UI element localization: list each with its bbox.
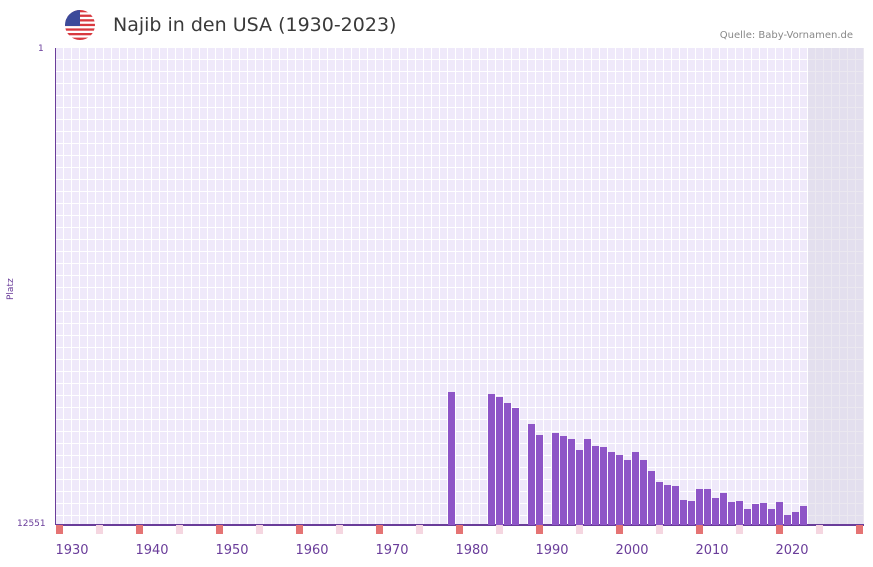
year-marker xyxy=(376,525,383,534)
bar-1979[interactable] xyxy=(448,392,455,525)
x-tick-label: 1930 xyxy=(55,543,89,558)
bar-1999[interactable] xyxy=(608,451,615,525)
bar-2018[interactable] xyxy=(760,502,767,525)
x-tick-label: 1970 xyxy=(375,543,409,558)
bar-1984[interactable] xyxy=(488,394,495,525)
bar-2020[interactable] xyxy=(776,501,783,525)
year-marker xyxy=(416,525,423,534)
bar-2021[interactable] xyxy=(784,515,791,525)
bar-2019[interactable] xyxy=(768,508,775,525)
year-marker xyxy=(816,525,823,534)
year-marker xyxy=(56,525,63,534)
bar-1986[interactable] xyxy=(504,402,511,525)
year-marker xyxy=(296,525,303,534)
year-marker xyxy=(136,525,143,534)
bar-2022[interactable] xyxy=(792,511,799,525)
year-marker xyxy=(456,525,463,534)
year-marker xyxy=(696,525,703,534)
bar-2005[interactable] xyxy=(656,481,663,525)
bar-1985[interactable] xyxy=(496,397,503,525)
year-marker xyxy=(256,525,263,534)
bar-1990[interactable] xyxy=(536,434,543,525)
y-axis-title: Platz xyxy=(6,278,16,300)
y-tick-bottom: 12551 xyxy=(17,519,46,529)
bar-2014[interactable] xyxy=(728,501,735,525)
year-marker xyxy=(616,525,623,534)
bar-1993[interactable] xyxy=(560,435,567,525)
year-marker xyxy=(736,525,743,534)
x-tick-label: 1950 xyxy=(215,543,249,558)
bar-1989[interactable] xyxy=(528,424,535,525)
x-tick-label: 2010 xyxy=(695,543,729,558)
bar-2011[interactable] xyxy=(704,488,711,525)
year-marker xyxy=(96,525,103,534)
year-marker xyxy=(496,525,503,534)
year-marker xyxy=(536,525,543,534)
bar-1996[interactable] xyxy=(584,439,591,525)
bar-2006[interactable] xyxy=(664,484,671,525)
chart-title: Najib in den USA (1930-2023) xyxy=(113,14,397,36)
bar-2008[interactable] xyxy=(680,499,687,525)
bar-2015[interactable] xyxy=(736,500,743,525)
year-marker xyxy=(856,525,863,534)
bar-2012[interactable] xyxy=(712,497,719,525)
y-tick-top: 1 xyxy=(38,44,44,54)
bar-2002[interactable] xyxy=(632,452,639,525)
bar-2003[interactable] xyxy=(640,459,647,525)
bar-2016[interactable] xyxy=(744,508,751,525)
x-tick-label: 1940 xyxy=(135,543,169,558)
bar-2007[interactable] xyxy=(672,485,679,525)
bar-2009[interactable] xyxy=(688,500,695,525)
bar-1997[interactable] xyxy=(592,445,599,525)
bar-1992[interactable] xyxy=(552,432,559,525)
source-label: Quelle: Baby-Vornamen.de xyxy=(719,30,853,41)
x-tick-label: 1980 xyxy=(455,543,489,558)
year-marker xyxy=(776,525,783,534)
x-tick-label: 1990 xyxy=(535,543,569,558)
bar-2017[interactable] xyxy=(752,503,759,525)
bar-1987[interactable] xyxy=(512,407,519,525)
bar-2010[interactable] xyxy=(696,488,703,525)
year-marker xyxy=(176,525,183,534)
year-marker xyxy=(336,525,343,534)
bar-2004[interactable] xyxy=(648,470,655,525)
bar-1995[interactable] xyxy=(576,450,583,525)
bar-1994[interactable] xyxy=(568,438,575,525)
bar-2013[interactable] xyxy=(720,492,727,525)
x-tick-label: 1960 xyxy=(295,543,329,558)
plot-area xyxy=(55,48,864,526)
x-tick-label: 2020 xyxy=(775,543,809,558)
year-marker xyxy=(216,525,223,534)
year-marker xyxy=(656,525,663,534)
us-flag-icon xyxy=(65,10,95,40)
year-marker xyxy=(576,525,583,534)
x-tick-label: 2000 xyxy=(615,543,649,558)
bar-2023[interactable] xyxy=(800,505,807,525)
bar-2000[interactable] xyxy=(616,455,623,525)
bar-1998[interactable] xyxy=(600,446,607,525)
bar-2001[interactable] xyxy=(624,460,631,525)
